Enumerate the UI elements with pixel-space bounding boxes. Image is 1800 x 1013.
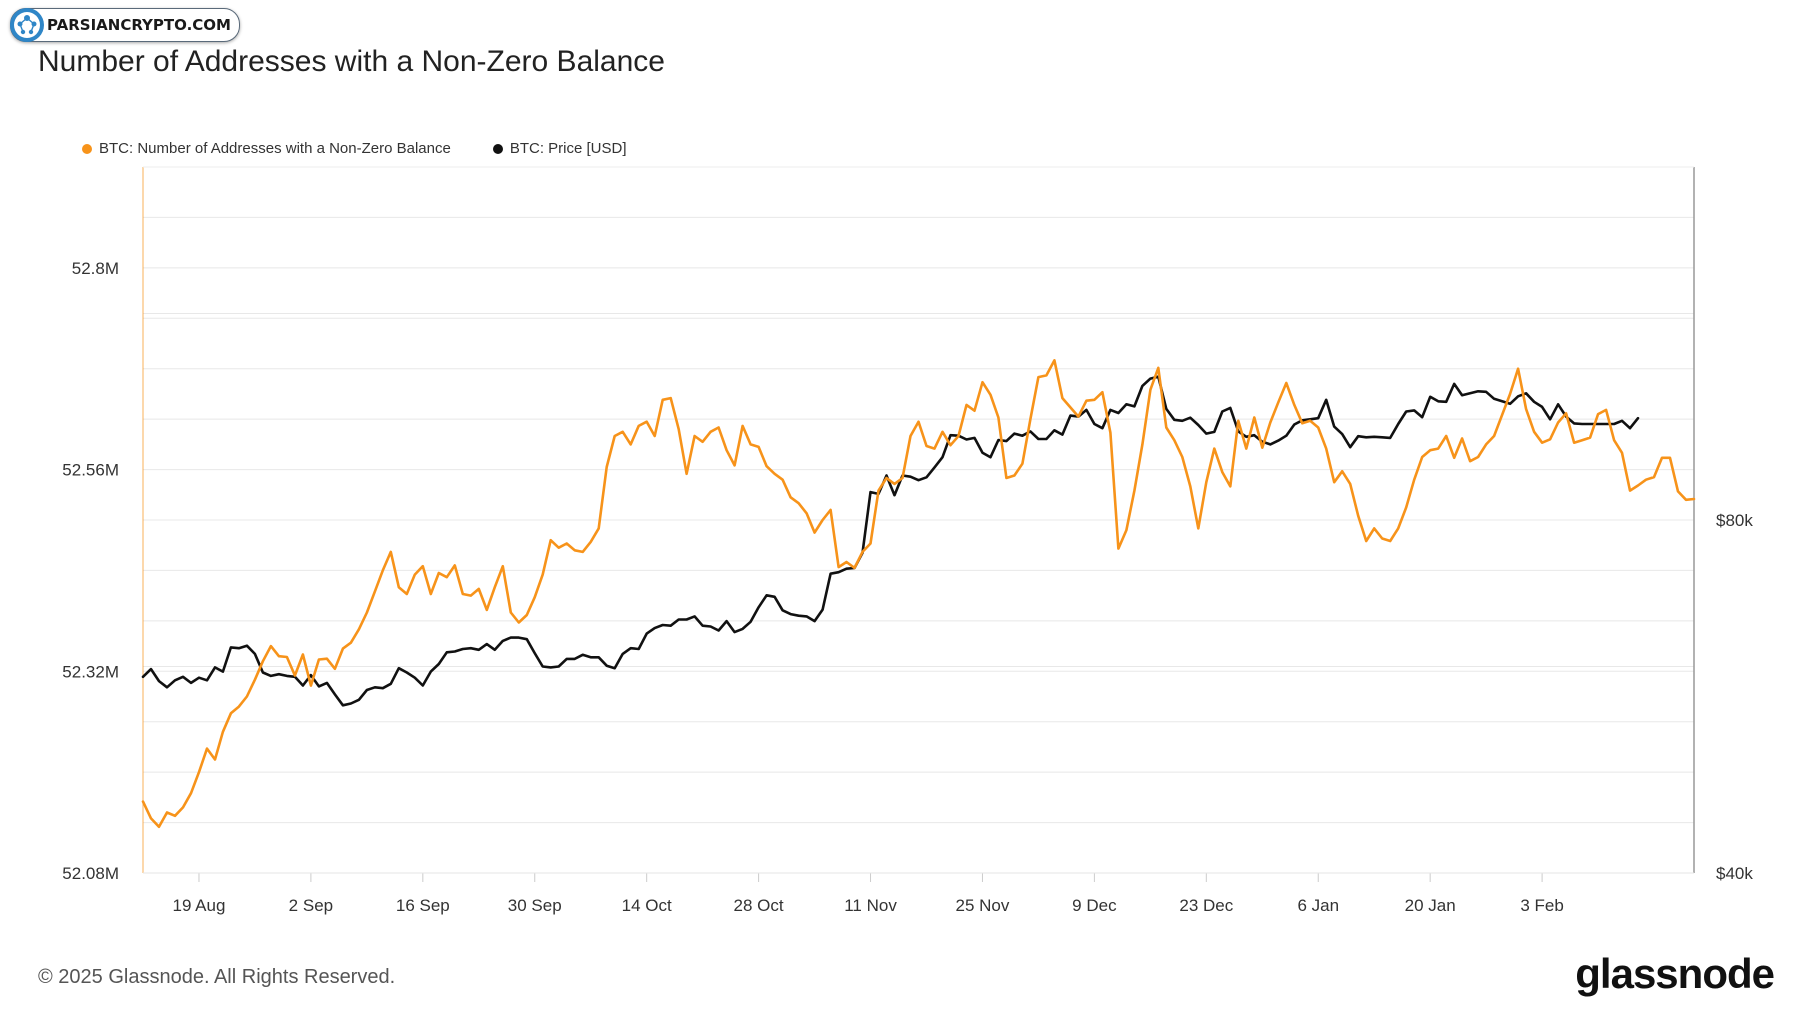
- legend-item-price[interactable]: BTC: Price [USD]: [492, 140, 627, 157]
- legend-label-price: BTC: Price [USD]: [509, 140, 627, 157]
- y-right-tick-label: $40k: [1716, 864, 1753, 883]
- x-tick-label: 11 Nov: [844, 896, 897, 915]
- y-left-tick-label: 52.8M: [72, 259, 119, 278]
- x-tick-label: 28 Oct: [734, 896, 784, 915]
- x-tick-label: 2 Sep: [289, 896, 333, 915]
- x-tick-label: 6 Jan: [1297, 896, 1339, 915]
- legend-label-addresses: BTC: Number of Addresses with a Non-Zero…: [99, 140, 451, 157]
- legend-dot-price: [492, 143, 503, 154]
- plot-frame: [142, 166, 1695, 874]
- y-axis-right: $40k $80k: [1716, 511, 1753, 883]
- x-tick-label: 19 Aug: [172, 896, 225, 915]
- legend-dot-addresses: [82, 143, 92, 154]
- copyright-text: © 2025 Glassnode. All Rights Reserved.: [38, 966, 396, 988]
- x-tick-label: 23 Dec: [1179, 896, 1233, 915]
- chart-title: Number of Addresses with a Non-Zero Bala…: [38, 45, 665, 78]
- x-axis: 19 Aug 2 Sep 16 Sep 30 Sep 14 Oct 28 Oct 11 No…: [172, 873, 1564, 915]
- legend-item-addresses[interactable]: BTC: Number of Addresses with a Non-Zero…: [82, 140, 451, 157]
- x-tick-label: 9 Dec: [1072, 896, 1117, 915]
- parsiancrypto-logo-icon: [10, 8, 44, 42]
- x-tick-label: 25 Nov: [956, 896, 1010, 915]
- y-left-tick-label: 52.08M: [62, 864, 119, 883]
- x-tick-label: 14 Oct: [622, 896, 672, 915]
- x-tick-label: 20 Jan: [1405, 896, 1456, 915]
- grid-lines: [143, 166, 1694, 874]
- watermark-badge: PARSIANCRYPTO.COM: [10, 8, 240, 42]
- y-axis-left: 52.08M 52.32M 52.56M 52.8M: [62, 259, 119, 883]
- series-line-price: [141, 375, 1640, 707]
- y-left-tick-label: 52.32M: [62, 662, 119, 681]
- glassnode-logo: glassnode: [1575, 950, 1775, 997]
- x-tick-label: 30 Sep: [508, 896, 562, 915]
- series-layer: [141, 358, 1696, 829]
- x-tick-label: 16 Sep: [396, 896, 450, 915]
- x-tick-label: 3 Feb: [1520, 896, 1563, 915]
- watermark-text: PARSIANCRYPTO.COM: [47, 16, 231, 34]
- chart-legend: BTC: Number of Addresses with a Non-Zero…: [82, 140, 669, 157]
- y-right-tick-label: $80k: [1716, 511, 1753, 530]
- y-left-tick-label: 52.56M: [62, 461, 119, 480]
- series-line-addresses: [141, 358, 1696, 829]
